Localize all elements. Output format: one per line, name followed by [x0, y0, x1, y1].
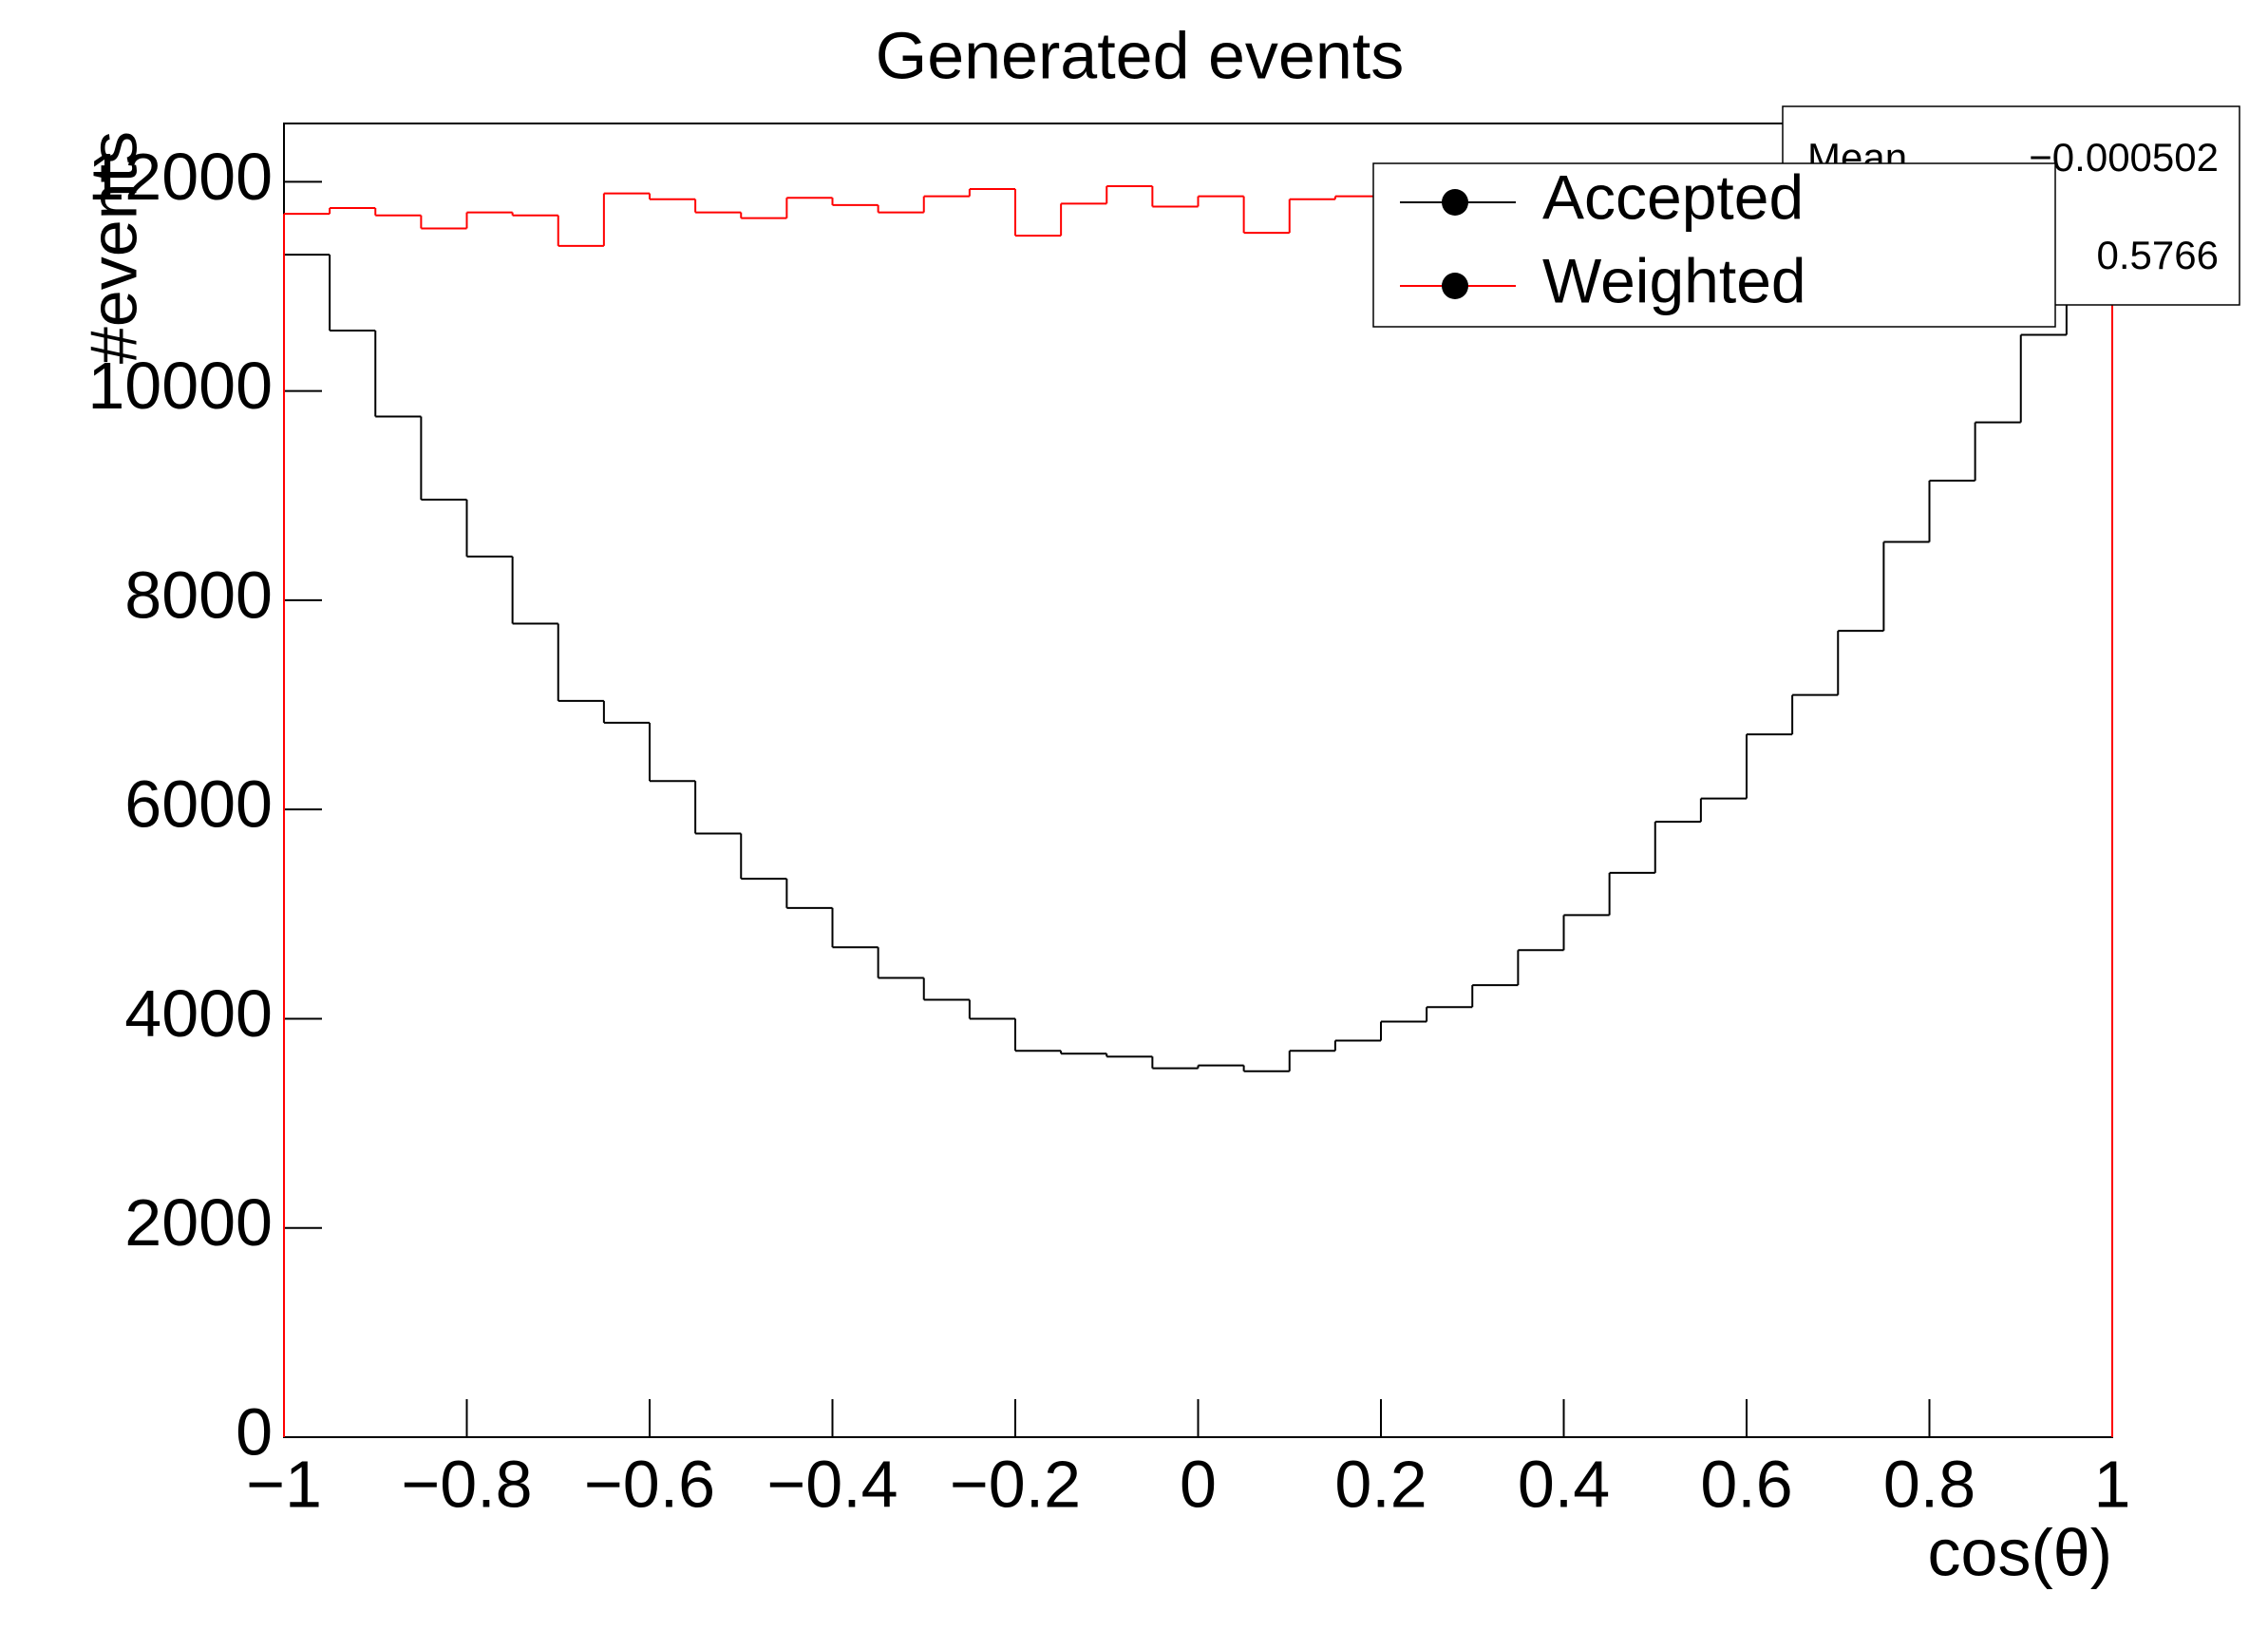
x-axis-title: cos(θ) — [1928, 1515, 2112, 1589]
x-tick-label: 0.4 — [1518, 1447, 1610, 1521]
legend-label: Weighted — [1542, 245, 1806, 315]
y-tick-label: 8000 — [124, 558, 273, 632]
y-tick-label: 2000 — [124, 1185, 273, 1260]
stats-value: 0.5766 — [2097, 233, 2219, 277]
x-tick-label: −0.6 — [584, 1447, 715, 1521]
x-tick-label: 0.6 — [1700, 1447, 1792, 1521]
legend-marker — [1442, 189, 1468, 216]
legend-marker — [1442, 273, 1468, 299]
legend-box — [1372, 162, 2056, 328]
x-tick-label: −0.4 — [766, 1447, 898, 1521]
x-tick-label: 0 — [1180, 1447, 1217, 1521]
x-tick-label: 0.2 — [1334, 1447, 1427, 1521]
stats-value: −0.000502 — [2029, 135, 2219, 180]
chart-title: Generated events — [876, 18, 1404, 92]
y-axis-title: #events — [76, 131, 150, 364]
x-tick-label: 1 — [2094, 1447, 2131, 1521]
legend-label: Accepted — [1542, 161, 1804, 232]
y-tick-label: 12000 — [87, 140, 273, 214]
x-tick-label: −1 — [246, 1447, 322, 1521]
y-tick-label: 6000 — [124, 768, 273, 842]
x-tick-label: 0.8 — [1883, 1447, 1975, 1521]
x-tick-label: −0.8 — [401, 1447, 532, 1521]
x-tick-label: −0.2 — [950, 1447, 1081, 1521]
y-tick-label: 0 — [236, 1394, 273, 1469]
y-tick-label: 10000 — [87, 349, 273, 423]
y-tick-label: 4000 — [124, 976, 273, 1051]
